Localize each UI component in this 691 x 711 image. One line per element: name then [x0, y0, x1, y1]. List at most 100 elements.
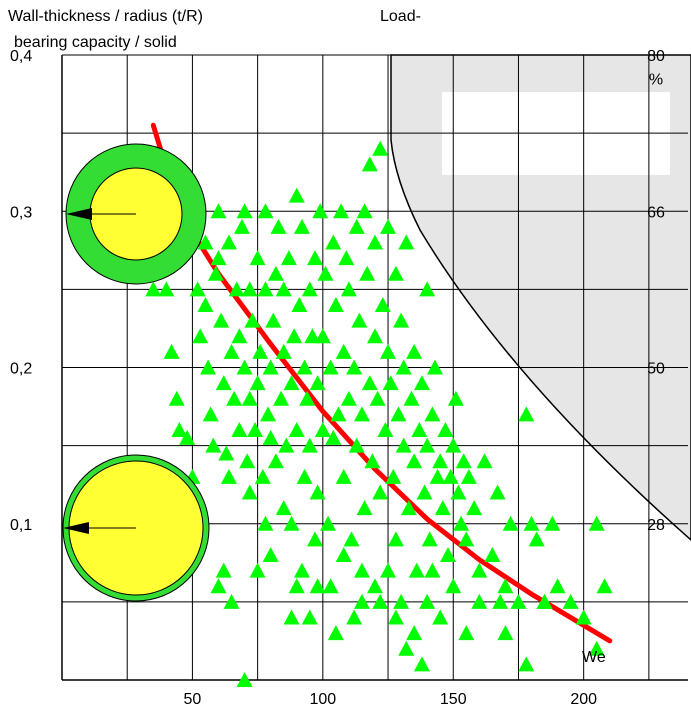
data-point — [403, 390, 420, 406]
data-point — [419, 437, 436, 453]
data-point — [236, 359, 253, 375]
data-point — [213, 312, 230, 328]
data-point — [440, 547, 457, 562]
data-point — [233, 218, 250, 234]
data-point — [335, 343, 352, 359]
data-point — [275, 500, 292, 516]
data-point — [163, 343, 180, 359]
data-point — [502, 515, 519, 531]
right-axis-label: 50 — [647, 361, 665, 378]
data-point — [406, 453, 423, 469]
data-point — [434, 500, 451, 516]
data-point — [416, 484, 433, 500]
data-point — [218, 445, 235, 461]
data-point — [497, 578, 514, 594]
data-point — [372, 593, 389, 609]
x-tick-label: 150 — [440, 691, 467, 708]
data-point — [575, 609, 592, 625]
data-point — [453, 515, 470, 531]
data-point — [262, 429, 279, 445]
data-point — [393, 312, 410, 328]
data-point — [330, 406, 347, 422]
data-point — [197, 234, 214, 250]
data-point — [296, 468, 313, 484]
data-point — [231, 328, 248, 344]
data-point — [528, 531, 545, 547]
data-point — [205, 437, 222, 453]
data-point — [367, 234, 383, 250]
data-point — [406, 625, 423, 641]
data-point — [254, 468, 271, 484]
data-point — [262, 547, 279, 562]
data-point — [317, 265, 334, 281]
data-point — [411, 422, 428, 437]
data-point — [523, 515, 540, 531]
data-point — [325, 429, 342, 445]
data-point — [322, 578, 339, 594]
data-point — [249, 250, 266, 266]
data-point — [236, 672, 253, 687]
data-point — [220, 234, 237, 250]
data-point — [390, 406, 407, 422]
data-point — [346, 359, 363, 375]
data-point — [320, 515, 337, 531]
data-point — [220, 468, 237, 484]
thick-wall-section-icon — [62, 454, 210, 602]
data-point — [288, 578, 305, 594]
data-point — [395, 437, 412, 453]
data-point — [307, 250, 324, 266]
y-tick-label: 0,3 — [10, 204, 32, 221]
data-point — [314, 422, 331, 437]
data-point — [239, 453, 256, 469]
data-point — [356, 500, 373, 516]
data-point — [367, 328, 383, 344]
data-point — [408, 562, 425, 578]
data-point — [145, 281, 162, 297]
data-point — [471, 562, 488, 578]
data-point — [510, 593, 527, 609]
data-point — [380, 218, 397, 234]
data-point — [202, 406, 219, 422]
data-point — [267, 265, 284, 281]
data-point — [241, 390, 258, 406]
data-point — [215, 375, 232, 391]
data-point — [372, 140, 389, 156]
data-point — [489, 484, 506, 500]
data-point — [280, 250, 297, 266]
data-point — [353, 562, 370, 578]
data-point — [476, 453, 493, 469]
data-point — [207, 265, 224, 281]
data-point — [322, 359, 339, 375]
data-point — [288, 422, 305, 437]
y-tick-label: 0,2 — [10, 361, 32, 378]
data-point — [192, 328, 209, 344]
data-point — [168, 390, 185, 406]
data-point — [265, 312, 282, 328]
data-point — [286, 328, 303, 344]
data-point — [270, 218, 287, 234]
data-point — [364, 453, 381, 469]
data-point — [393, 593, 410, 609]
data-point — [387, 609, 404, 625]
right-axis-label: % — [649, 71, 663, 88]
data-point — [262, 359, 279, 375]
data-point — [273, 390, 290, 406]
data-point — [419, 593, 436, 609]
data-point — [200, 359, 217, 375]
data-point — [179, 429, 196, 445]
data-point — [247, 422, 264, 437]
thin-wall-section-icon — [65, 143, 207, 285]
data-point — [372, 484, 389, 500]
data-point — [293, 218, 310, 234]
data-point — [437, 422, 454, 437]
data-point — [210, 578, 227, 594]
data-point — [293, 562, 310, 578]
data-point — [231, 422, 248, 437]
data-point — [450, 484, 467, 500]
data-point — [367, 578, 383, 594]
data-point — [458, 531, 475, 547]
data-point — [369, 390, 386, 406]
radius-arrow-icon — [66, 208, 92, 220]
data-point — [257, 515, 274, 531]
data-point — [348, 437, 365, 453]
